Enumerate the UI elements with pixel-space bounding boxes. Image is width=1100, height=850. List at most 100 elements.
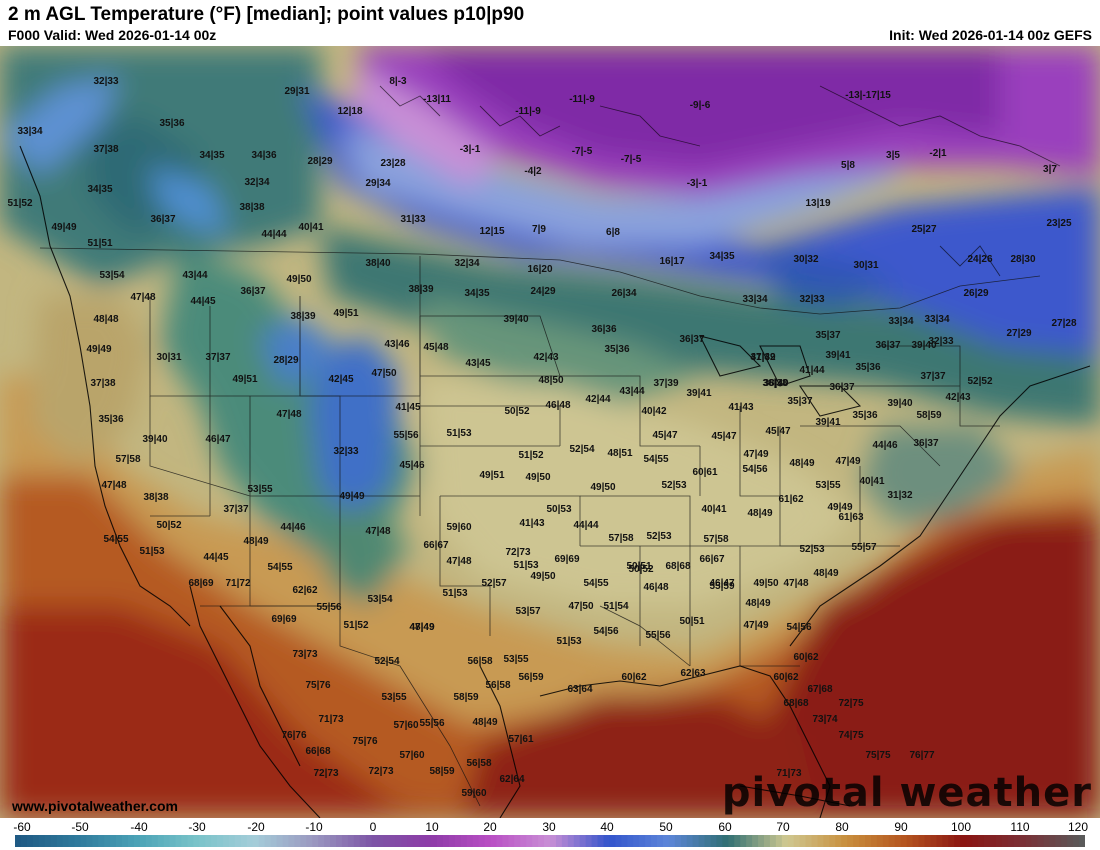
point-value: 12|18 [337, 106, 363, 117]
color-bar [15, 835, 1085, 847]
point-value: 56|58 [466, 758, 492, 769]
point-value: 59|60 [446, 522, 472, 533]
point-value: 39|40 [142, 434, 168, 445]
color-bar-cell [734, 835, 741, 847]
legend-tick: -10 [305, 820, 323, 834]
point-value: 37|37 [223, 504, 249, 515]
point-value: 3|5 [886, 150, 900, 161]
color-bar-cell [163, 835, 171, 847]
color-bar-cell [686, 835, 694, 847]
color-bar-cell [960, 835, 967, 847]
point-value: -7|-5 [620, 154, 642, 165]
point-value: 45|46 [399, 460, 425, 471]
point-value: 66|67 [423, 540, 449, 551]
point-value: 7|9 [532, 224, 546, 235]
color-bar-cell [258, 835, 266, 847]
point-value: 59|60 [461, 788, 487, 799]
color-bar-cell [764, 835, 771, 847]
color-bar-cell [98, 835, 105, 847]
point-value: 43|45 [465, 358, 491, 369]
temperature-map[interactable]: 32|33 29|31 8|-3 -13|11 -11|-9 -11|-9 -9… [0, 46, 1100, 818]
point-value: 44|46 [280, 522, 306, 533]
point-value: 42|45 [328, 374, 354, 385]
point-value: 60|61 [692, 467, 718, 478]
point-value: 37|39 [653, 378, 679, 389]
color-bar-cell [704, 835, 712, 847]
color-bar-cell [865, 835, 872, 847]
point-value: 34|35 [199, 150, 225, 161]
point-value: 54|55 [583, 578, 609, 589]
point-value: 45|47 [765, 426, 791, 437]
point-value: 51|53 [556, 636, 582, 647]
color-bar-cell [853, 835, 860, 847]
color-bar-cell [199, 835, 206, 847]
color-bar-cell [847, 835, 854, 847]
point-value: 52|54 [374, 656, 400, 667]
point-value: 55|56 [645, 630, 671, 641]
color-bar-cell [472, 835, 480, 847]
canada-lakes [379, 85, 1061, 277]
point-value: 44|44 [261, 229, 287, 240]
point-value: 32|33 [928, 336, 954, 347]
point-value: 34|36 [251, 150, 277, 161]
point-value: 75|76 [305, 680, 331, 691]
color-bar-cell [627, 835, 634, 847]
point-value: 58|59 [453, 692, 479, 703]
point-value: 61|62 [778, 494, 804, 505]
point-value: 39|41 [686, 388, 712, 399]
point-value: 29|34 [365, 178, 391, 189]
point-value: 38|39 [408, 284, 434, 295]
point-value: 35|36 [159, 118, 185, 129]
point-value: 42|43 [945, 392, 971, 403]
point-value: 46|47 [709, 578, 735, 589]
point-value: 66|68 [305, 746, 331, 757]
legend-tick: 10 [425, 820, 439, 834]
color-bar-cell [359, 835, 367, 847]
point-value: 42|43 [533, 352, 559, 363]
point-value: 44|46 [872, 440, 898, 451]
website-url[interactable]: www.pivotalweather.com [12, 798, 178, 814]
color-bar-cell [621, 835, 628, 847]
point-value: 49|51 [479, 470, 505, 481]
point-value: 48|50 [538, 375, 564, 386]
color-bar-cell [324, 835, 331, 847]
point-value: 6|8 [606, 227, 620, 238]
color-bar-cell [246, 835, 254, 847]
color-bar-cell [983, 835, 991, 847]
color-bar-cell [752, 835, 759, 847]
color-bar-cell [270, 835, 278, 847]
color-bar-cell [306, 835, 313, 847]
point-value: 30|32 [793, 254, 819, 265]
temperature-shading [0, 46, 1100, 818]
point-value: -11|-9 [569, 94, 595, 105]
point-value: 53|55 [247, 484, 273, 495]
point-value: 51|52 [7, 198, 33, 209]
point-value: 27|28 [1051, 318, 1077, 329]
legend-tick: 0 [369, 820, 377, 834]
point-value: 16|17 [659, 256, 685, 267]
legend-ticks: -60 -50 -40 -30 -20 -10 0 10 20 30 40 50… [0, 820, 1100, 834]
point-value: 58|59 [429, 766, 455, 777]
point-value: 47|48 [783, 578, 809, 589]
point-value: 76|77 [909, 750, 935, 761]
color-bar-cell [341, 835, 349, 847]
color-bar-cell [912, 835, 920, 847]
point-value: 30|31 [156, 352, 182, 363]
point-value: 36|37 [875, 340, 901, 351]
legend-tick: 20 [483, 820, 497, 834]
point-value: 47|49 [743, 620, 769, 631]
color-bar-cell [466, 835, 474, 847]
point-value: 50|51 [679, 616, 705, 627]
point-value: 5|8 [841, 160, 855, 171]
point-value: 63|64 [567, 684, 593, 695]
color-bar-cell [1043, 835, 1050, 847]
point-value: 36|37 [679, 334, 705, 345]
color-bar-cell [276, 835, 284, 847]
color-bar-cell [50, 835, 58, 847]
point-value: 36|37 [829, 382, 855, 393]
point-value: 45|47 [652, 430, 678, 441]
legend-tick: -60 [13, 820, 31, 834]
point-value: 72|75 [838, 698, 864, 709]
legend-tick: 50 [659, 820, 673, 834]
point-value: 58|59 [916, 410, 942, 421]
